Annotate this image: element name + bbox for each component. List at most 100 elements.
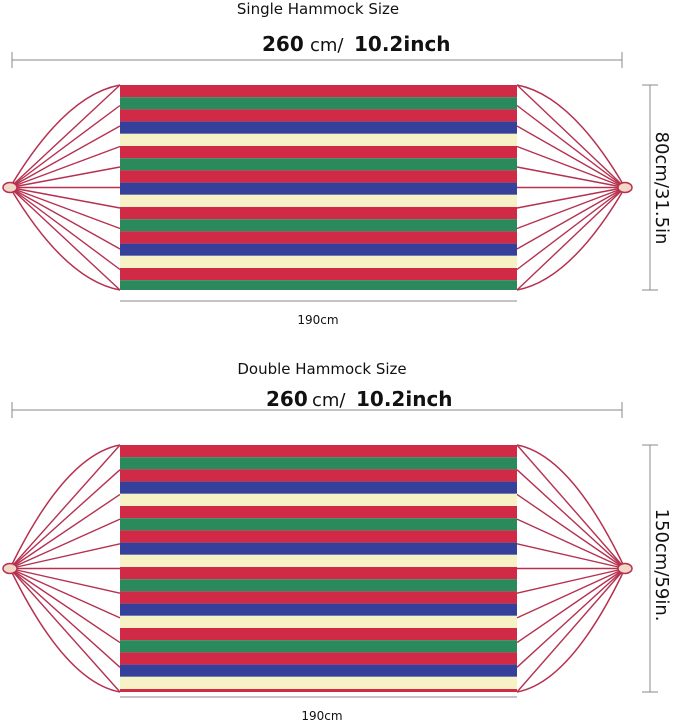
stripe — [120, 194, 517, 207]
rope — [9, 186, 121, 230]
rope — [9, 567, 121, 668]
length-sep: cm/ — [310, 35, 344, 56]
stripe — [120, 109, 517, 122]
ring — [2, 181, 18, 194]
rope — [9, 186, 121, 250]
stripe — [120, 579, 517, 592]
rope-edge — [9, 187, 121, 291]
rope — [516, 567, 626, 668]
stripe — [120, 481, 517, 494]
stripe — [120, 445, 517, 458]
rope-edge — [9, 84, 121, 188]
rope — [9, 567, 121, 594]
rope — [516, 166, 626, 189]
width-label: 80cm/31.5in — [651, 132, 672, 245]
stripe — [120, 133, 517, 146]
rope-edge — [516, 444, 626, 569]
rope-edge — [516, 187, 626, 291]
rope — [516, 568, 626, 693]
rope — [516, 518, 626, 570]
rope — [516, 567, 626, 644]
stripe — [120, 469, 517, 482]
rope — [516, 493, 626, 570]
rope — [516, 186, 626, 230]
length-cm: 260 — [262, 32, 304, 56]
rope — [516, 84, 626, 189]
stripe — [120, 603, 517, 616]
stripe — [120, 243, 517, 256]
stripe — [120, 97, 517, 110]
rope — [516, 145, 626, 189]
rope — [9, 125, 121, 189]
stripe — [120, 689, 517, 692]
rope — [9, 469, 121, 570]
ring — [617, 562, 633, 575]
rope — [9, 166, 121, 189]
length-in: 10.2inch — [354, 32, 451, 56]
fabric-length: 190cm — [297, 313, 338, 327]
rope — [9, 186, 121, 271]
stripe — [120, 268, 517, 281]
rope — [9, 518, 121, 570]
rope — [9, 567, 121, 619]
rope — [516, 186, 626, 271]
rope — [516, 186, 626, 250]
rope — [9, 186, 121, 209]
stripe — [120, 121, 517, 134]
stripe — [120, 280, 517, 290]
stripe — [120, 158, 517, 171]
stripe — [120, 628, 517, 641]
fabric — [120, 445, 517, 692]
stripe — [120, 676, 517, 689]
ring — [617, 181, 633, 194]
stripe — [120, 255, 517, 268]
stripe — [120, 664, 517, 677]
rope — [9, 186, 121, 291]
rope — [9, 568, 121, 693]
title: Double Hammock Size — [237, 360, 406, 378]
rope — [9, 543, 121, 570]
stripe — [120, 182, 517, 195]
stripe — [120, 591, 517, 604]
stripe — [120, 530, 517, 543]
stripe — [120, 219, 517, 232]
single-hammock: Single Hammock Size 260 cm/ 10.2inch 80c… — [2, 0, 672, 327]
rope — [9, 567, 121, 644]
rope — [516, 186, 626, 209]
stripe — [120, 652, 517, 665]
rope-edge — [516, 568, 626, 693]
rope — [516, 444, 626, 569]
rope — [9, 104, 121, 189]
rope-edge — [9, 444, 121, 569]
fabric-length: 190cm — [301, 709, 342, 723]
stripe — [120, 542, 517, 555]
rope — [516, 567, 626, 594]
ring — [2, 562, 18, 575]
stripe — [120, 567, 517, 580]
stripe — [120, 615, 517, 628]
stripe — [120, 554, 517, 567]
rope — [516, 543, 626, 570]
rope-edge — [9, 568, 121, 693]
double-hammock: Double Hammock Size 260 cm/ 10.2inch 150… — [2, 360, 672, 723]
rope — [9, 444, 121, 569]
stripe — [120, 170, 517, 183]
length-in: 10.2inch — [356, 387, 453, 411]
stripe — [120, 231, 517, 244]
length-cm: 260 — [266, 387, 308, 411]
rope — [516, 125, 626, 189]
title: Single Hammock Size — [237, 0, 399, 18]
stripe — [120, 518, 517, 531]
rope — [516, 104, 626, 189]
rope-edge — [516, 84, 626, 188]
rope — [9, 84, 121, 189]
rope — [9, 493, 121, 570]
stripe — [120, 506, 517, 519]
stripe — [120, 457, 517, 470]
rope — [516, 567, 626, 619]
length-sep: cm/ — [312, 390, 346, 411]
stripe — [120, 640, 517, 653]
stripe — [120, 207, 517, 220]
stripe — [120, 146, 517, 159]
